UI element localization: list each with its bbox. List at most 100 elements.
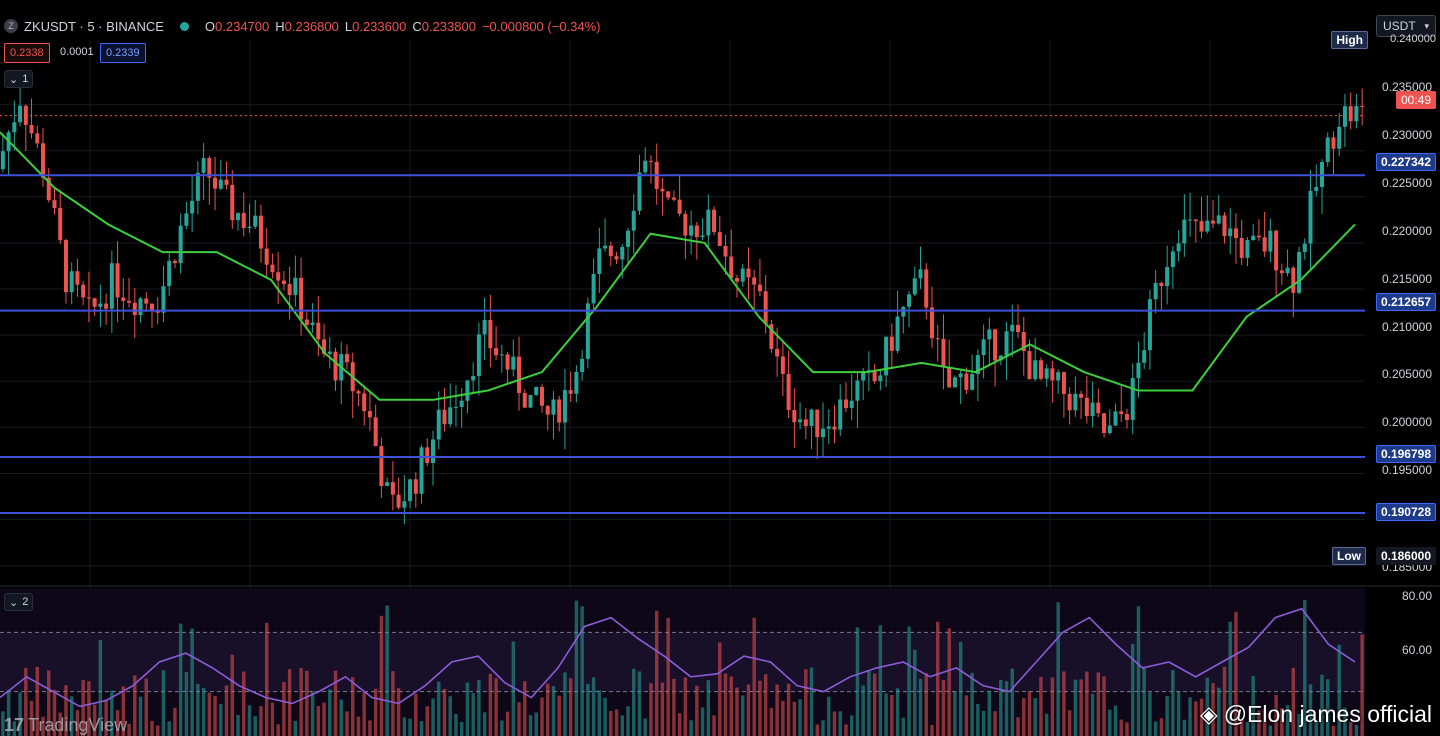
candle-body bbox=[769, 324, 774, 349]
main-pane-label[interactable]: ⌄ 1 bbox=[4, 70, 34, 88]
candle-body bbox=[499, 354, 504, 356]
volume-bar bbox=[259, 706, 263, 736]
candle-body bbox=[367, 411, 372, 418]
candle-body bbox=[551, 399, 556, 415]
candle-body bbox=[545, 405, 550, 415]
candle-body bbox=[815, 409, 820, 438]
candle-body bbox=[213, 177, 218, 189]
volume-bar bbox=[442, 689, 447, 736]
candle-body bbox=[1096, 402, 1101, 414]
candle-body bbox=[677, 199, 682, 214]
low-value: 0.233600 bbox=[352, 18, 407, 34]
buy-price-button[interactable]: 0.2339 bbox=[100, 43, 146, 63]
volume-bar bbox=[775, 684, 779, 736]
candle-body bbox=[1354, 105, 1359, 122]
candle-body bbox=[792, 409, 797, 423]
volume-bar bbox=[1039, 676, 1043, 736]
sell-price-button[interactable]: 0.2338 bbox=[4, 43, 50, 63]
candle-body bbox=[637, 172, 642, 211]
volume-bar bbox=[1326, 679, 1330, 736]
volume-bar bbox=[540, 697, 544, 736]
volume-bar bbox=[379, 615, 384, 736]
candle-body bbox=[1228, 228, 1233, 237]
volume-bar bbox=[804, 669, 808, 736]
volume-bar bbox=[1050, 677, 1055, 736]
volume-bar bbox=[557, 695, 561, 736]
volume-bar bbox=[213, 695, 217, 736]
volume-bar bbox=[918, 678, 923, 736]
volume-bar bbox=[1280, 708, 1284, 736]
volume-bar bbox=[677, 713, 682, 736]
candle-body bbox=[1251, 235, 1256, 241]
volume-bar bbox=[1337, 644, 1341, 736]
symbol-name[interactable]: ZKUSDT · 5 · BINANCE bbox=[24, 18, 164, 34]
candle-body bbox=[918, 269, 923, 279]
volume-bar bbox=[1108, 709, 1112, 736]
candle-body bbox=[218, 179, 223, 189]
volume-bar bbox=[236, 714, 240, 736]
volume-bar bbox=[98, 639, 103, 736]
volume-bar bbox=[981, 710, 986, 736]
volume-bar bbox=[47, 670, 51, 736]
volume-bar bbox=[815, 724, 819, 736]
volume-bar bbox=[201, 687, 206, 736]
candle-body bbox=[1016, 324, 1021, 333]
volume-bar bbox=[838, 711, 842, 736]
volume-bar bbox=[459, 721, 464, 736]
volume-bar bbox=[718, 642, 722, 736]
volume-bar bbox=[591, 677, 596, 736]
price-tick: 0.200000 bbox=[1381, 415, 1432, 429]
candle-body bbox=[895, 316, 900, 351]
volume-bar bbox=[270, 702, 275, 736]
volume-bar bbox=[763, 674, 768, 736]
candle-body bbox=[1021, 332, 1026, 352]
volume-bar bbox=[1262, 709, 1267, 736]
candle-body bbox=[700, 235, 705, 238]
candle-body bbox=[1090, 402, 1095, 417]
candle-body bbox=[69, 271, 74, 293]
candle-body bbox=[58, 207, 63, 241]
candle-body bbox=[614, 256, 619, 260]
candle-body bbox=[1245, 240, 1250, 258]
candle-body bbox=[390, 482, 395, 495]
volume-bar bbox=[1079, 679, 1083, 736]
volume-bar bbox=[437, 681, 441, 736]
volume-bar bbox=[872, 673, 877, 736]
candle-body bbox=[952, 377, 957, 388]
rsi-pane-label[interactable]: ⌄ 2 bbox=[4, 593, 34, 611]
candle-body bbox=[1274, 230, 1279, 271]
chevron-down-icon: ⌄ bbox=[9, 596, 19, 609]
volume-bar bbox=[454, 713, 458, 736]
price-tick: 0.215000 bbox=[1381, 272, 1432, 286]
candle-body bbox=[557, 399, 562, 423]
candle-body bbox=[809, 409, 814, 427]
candle-body bbox=[608, 245, 613, 257]
volume-bar bbox=[1211, 683, 1215, 736]
volume-bar bbox=[465, 682, 470, 736]
volume-bar bbox=[282, 682, 286, 736]
volume-bar bbox=[936, 621, 940, 736]
level-tag: 0.212657 bbox=[1375, 293, 1436, 311]
candle-body bbox=[448, 407, 453, 425]
volume-bar bbox=[396, 688, 401, 736]
volume-bar bbox=[769, 708, 774, 736]
volume-bar bbox=[1239, 719, 1244, 736]
volume-bar bbox=[75, 710, 80, 736]
volume-bar bbox=[746, 684, 751, 736]
candle-body bbox=[471, 376, 476, 381]
volume-bar bbox=[1348, 722, 1353, 736]
volume-bar bbox=[69, 696, 74, 736]
candle-body bbox=[786, 373, 791, 410]
volume-bar bbox=[1297, 713, 1301, 736]
open-label: O bbox=[204, 18, 216, 34]
candle-body bbox=[241, 213, 246, 229]
volume-bar bbox=[184, 672, 189, 736]
currency-select[interactable]: USDT ▾ bbox=[1376, 15, 1436, 37]
candle-body bbox=[1256, 235, 1261, 238]
volume-bar bbox=[224, 685, 229, 736]
volume-bar bbox=[87, 681, 91, 736]
candle-body bbox=[1079, 393, 1084, 398]
candle-body bbox=[740, 268, 745, 282]
volume-bar bbox=[890, 694, 894, 736]
